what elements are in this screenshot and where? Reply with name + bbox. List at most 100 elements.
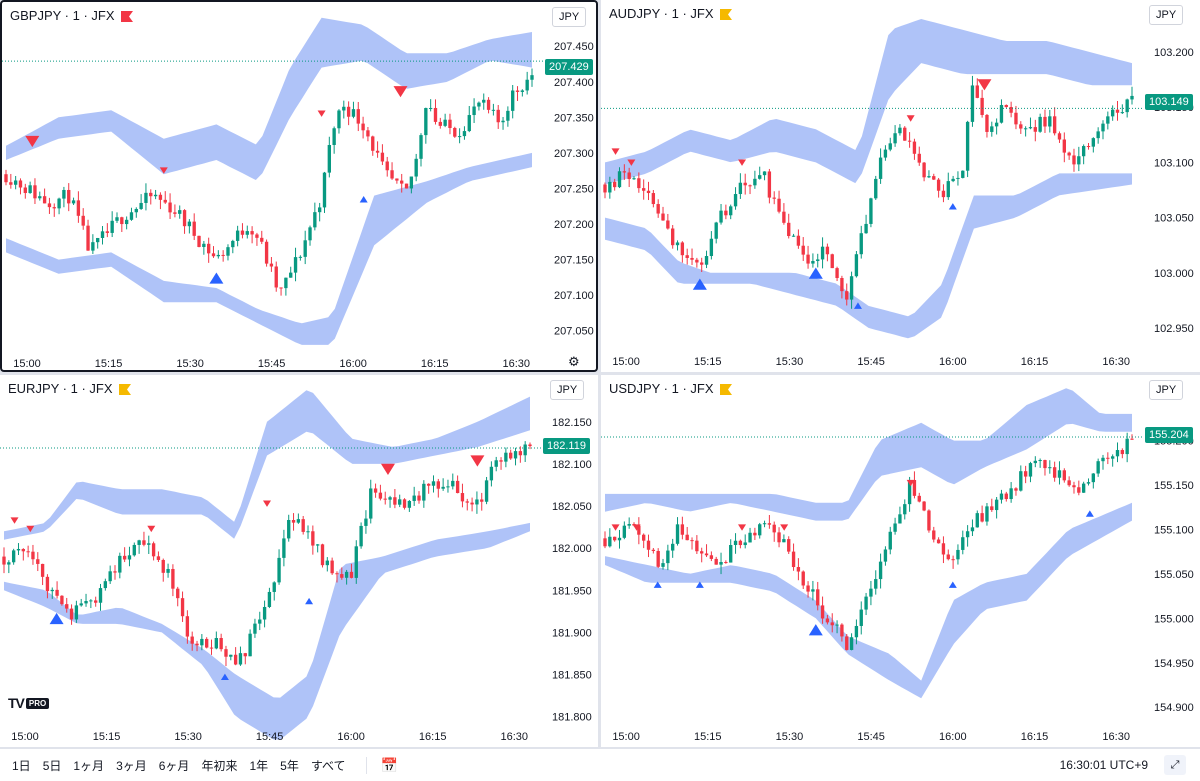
chart-pane-eurjpy[interactable]: 182.150 182.100 182.050 182.000 181.950 181.9… (0, 375, 598, 747)
range-ytd-button[interactable]: 年初来 (201, 758, 238, 773)
y-tick-label: 181.850 (552, 669, 592, 681)
chart-canvas[interactable]: 103.200103.150103.100103.050103.000102.9… (601, 0, 1200, 372)
candle-body (883, 149, 888, 158)
candle-body (279, 287, 283, 289)
candle-body (1028, 127, 1033, 129)
candle-body (612, 536, 617, 541)
range-1y-button[interactable]: 1年 (249, 758, 269, 773)
sell-signal-marker (159, 167, 168, 174)
sell-signal-marker (380, 463, 395, 475)
candle-body (753, 178, 757, 186)
candle-body (511, 90, 515, 111)
symbol-title[interactable]: AUDJPY · 1 · JFX (609, 6, 732, 21)
currency-button[interactable]: JPY (552, 7, 587, 27)
candle-body (472, 106, 476, 116)
candle-body (1067, 152, 1071, 156)
settings-gear-icon[interactable]: ⚙ (568, 354, 580, 369)
candle-body (1004, 105, 1008, 107)
y-tick-label: 207.350 (554, 112, 594, 124)
candle-body (385, 161, 389, 171)
range-3m-button[interactable]: 3ヶ月 (116, 758, 147, 773)
range-5y-button[interactable]: 5年 (280, 758, 299, 773)
candle-body (513, 451, 518, 459)
candle-body (980, 513, 984, 522)
candle-body (240, 230, 245, 235)
symbol-title[interactable]: GBPJPY · 1 · JFX (10, 8, 133, 23)
fullscreen-icon[interactable]: ⤢ (1164, 755, 1186, 775)
lower-band-area (605, 502, 1132, 699)
candle-body (361, 123, 365, 131)
utc-clock[interactable]: 16:30:01 UTC+9 (1059, 758, 1148, 772)
candle-body (231, 240, 235, 248)
candle-body (515, 90, 520, 92)
chart-canvas[interactable]: 207.450 207.400 207.350 207.300 207.250 207.2… (2, 2, 598, 372)
x-tick-label: 16:00 (339, 358, 367, 370)
candle-body (743, 182, 747, 186)
candle-body (248, 633, 252, 657)
candle-body (108, 571, 112, 582)
symbol-title[interactable]: USDJPY · 1 · JFX (609, 381, 732, 396)
candle-body (675, 524, 680, 544)
candle-body (772, 524, 776, 533)
candle-body (671, 228, 675, 246)
candle-body (412, 495, 416, 501)
range-1d-button[interactable]: 1日 (12, 758, 31, 773)
chart-canvas[interactable]: 155.200155.150155.100155.050155.000154.9… (601, 375, 1200, 747)
candle-body (912, 480, 917, 496)
range-all-button[interactable]: すべて (310, 758, 346, 773)
currency-button[interactable]: JPY (1149, 380, 1184, 400)
candle-body (888, 143, 892, 150)
candle-body (303, 240, 307, 257)
range-6m-button[interactable]: 6ヶ月 (158, 758, 190, 773)
candle-body (666, 220, 670, 229)
range-1m-button[interactable]: 1ヶ月 (73, 758, 105, 773)
candle-body (893, 523, 897, 532)
buy-signal-marker (808, 624, 823, 636)
candle-body (941, 190, 946, 198)
candle-body (729, 545, 733, 563)
candle-body (951, 178, 955, 182)
candle-body (1057, 470, 1062, 478)
candle-body (335, 573, 339, 575)
candle-body (985, 506, 989, 522)
candle-body (999, 493, 1004, 500)
candle-body (695, 540, 699, 552)
candle-body (320, 544, 325, 566)
candle-body (287, 520, 291, 539)
candle-body (709, 238, 714, 257)
candle-body (351, 109, 356, 117)
upper-band-area (605, 19, 1132, 185)
x-tick-label: 16:30 (502, 358, 530, 370)
currency-button[interactable]: JPY (550, 380, 585, 400)
candle-body (927, 510, 931, 531)
chart-canvas[interactable]: 182.150 182.100 182.050 182.000 181.950 181.9… (0, 375, 598, 747)
candle-body (200, 638, 204, 646)
candle-body (277, 557, 281, 583)
chart-pane-gbpjpy[interactable]: 207.450 207.400 207.350 207.300 207.250 207.2… (0, 0, 598, 372)
buy-signal-marker (692, 278, 707, 290)
candle-body (62, 189, 66, 199)
candle-body (13, 180, 18, 185)
candle-body (311, 531, 315, 546)
candle-body (60, 595, 64, 605)
candle-body (42, 196, 47, 204)
candle-body (419, 135, 423, 159)
chart-pane-usdjpy[interactable]: 155.200155.150155.100155.050155.000154.9… (601, 375, 1200, 747)
candle-body (680, 242, 685, 256)
x-tick-label: 15:15 (694, 356, 722, 368)
candle-body (941, 543, 946, 555)
candle-body (171, 568, 175, 589)
calendar-goto-icon[interactable]: 📅 (365, 756, 398, 774)
candle-body (994, 499, 999, 511)
range-5d-button[interactable]: 5日 (42, 758, 62, 773)
tradingview-logo[interactable]: TV PRO (8, 695, 50, 711)
chart-pane-audjpy[interactable]: 103.200103.150103.100103.050103.000102.9… (601, 0, 1200, 372)
candle-body (115, 217, 119, 221)
symbol-title-text: AUDJPY · 1 · JFX (609, 6, 714, 21)
candle-body (903, 127, 907, 141)
symbol-title[interactable]: EURJPY · 1 · JFX (8, 381, 131, 396)
sell-signal-marker (632, 524, 641, 531)
currency-button[interactable]: JPY (1149, 5, 1184, 25)
candle-body (219, 638, 223, 650)
candle-body (506, 110, 510, 121)
